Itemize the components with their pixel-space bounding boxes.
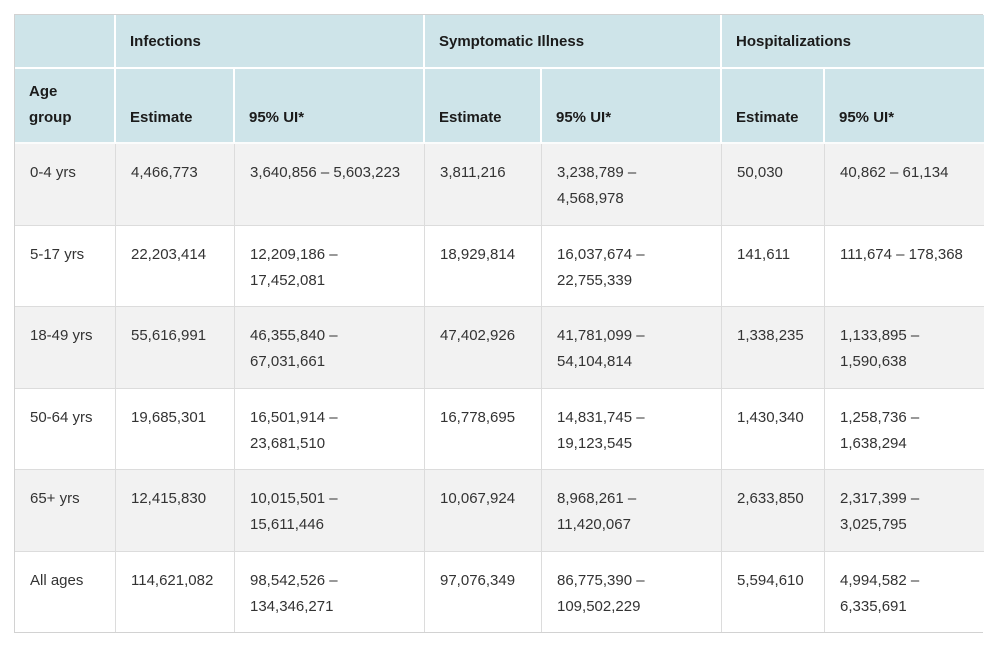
hospitalizations-ui-cell: 1,258,736 – 1,638,294 — [825, 388, 985, 470]
symptomatic-ui-cell: 14,831,745 – 19,123,545 — [542, 388, 722, 470]
age-group-cell: 65+ yrs — [15, 470, 116, 552]
column-header-hospitalizations-ui: 95% UI* — [825, 69, 985, 144]
hospitalizations-estimate-cell: 1,338,235 — [722, 307, 825, 389]
hospitalizations-ui-cell: 4,994,582 – 6,335,691 — [825, 551, 985, 632]
infections-estimate-cell: 19,685,301 — [116, 388, 235, 470]
hospitalizations-estimate-cell: 1,430,340 — [722, 388, 825, 470]
column-group-header-row: Infections Symptomatic Illness Hospitali… — [15, 15, 985, 69]
symptomatic-ui-cell: 8,968,261 – 11,420,067 — [542, 470, 722, 552]
hospitalizations-estimate-cell: 2,633,850 — [722, 470, 825, 552]
hospitalizations-ui-cell: 111,674 – 178,368 — [825, 225, 985, 307]
column-header-hospitalizations-estimate: Estimate — [722, 69, 825, 144]
corner-cell — [15, 15, 116, 69]
hospitalizations-estimate-cell: 5,594,610 — [722, 551, 825, 632]
table-row-all-ages: All ages 114,621,082 98,542,526 – 134,34… — [15, 551, 985, 632]
column-group-symptomatic-illness: Symptomatic Illness — [425, 15, 722, 69]
flu-burden-table: Infections Symptomatic Illness Hospitali… — [14, 14, 985, 633]
table-row-50-64-yrs: 50-64 yrs 19,685,301 16,501,914 – 23,681… — [15, 388, 985, 470]
symptomatic-estimate-cell: 10,067,924 — [425, 470, 542, 552]
column-header-symptomatic-ui: 95% UI* — [542, 69, 722, 144]
column-header-infections-estimate: Estimate — [116, 69, 235, 144]
symptomatic-estimate-cell: 18,929,814 — [425, 225, 542, 307]
infections-estimate-cell: 4,466,773 — [116, 144, 235, 226]
column-header-infections-ui: 95% UI* — [235, 69, 425, 144]
table-row-18-49-yrs: 18-49 yrs 55,616,991 46,355,840 – 67,031… — [15, 307, 985, 389]
hospitalizations-ui-cell: 2,317,399 – 3,025,795 — [825, 470, 985, 552]
table-row-5-17-yrs: 5-17 yrs 22,203,414 12,209,186 – 17,452,… — [15, 225, 985, 307]
age-group-cell: All ages — [15, 551, 116, 632]
age-group-cell: 0-4 yrs — [15, 144, 116, 226]
infections-estimate-cell: 22,203,414 — [116, 225, 235, 307]
age-group-cell: 18-49 yrs — [15, 307, 116, 389]
symptomatic-estimate-cell: 3,811,216 — [425, 144, 542, 226]
infections-ui-cell: 3,640,856 – 5,603,223 — [235, 144, 425, 226]
symptomatic-estimate-cell: 47,402,926 — [425, 307, 542, 389]
age-group-cell: 50-64 yrs — [15, 388, 116, 470]
symptomatic-ui-cell: 16,037,674 – 22,755,339 — [542, 225, 722, 307]
column-header-row: Age group Estimate 95% UI* Estimate 95% … — [15, 69, 985, 144]
hospitalizations-ui-cell: 40,862 – 61,134 — [825, 144, 985, 226]
infections-estimate-cell: 12,415,830 — [116, 470, 235, 552]
infections-ui-cell: 12,209,186 – 17,452,081 — [235, 225, 425, 307]
age-group-cell: 5-17 yrs — [15, 225, 116, 307]
infections-ui-cell: 98,542,526 – 134,346,271 — [235, 551, 425, 632]
infections-estimate-cell: 55,616,991 — [116, 307, 235, 389]
table-row-65-plus-yrs: 65+ yrs 12,415,830 10,015,501 – 15,611,4… — [15, 470, 985, 552]
hospitalizations-ui-cell: 1,133,895 – 1,590,638 — [825, 307, 985, 389]
symptomatic-ui-cell: 86,775,390 – 109,502,229 — [542, 551, 722, 632]
table-row-0-4-yrs: 0-4 yrs 4,466,773 3,640,856 – 5,603,223 … — [15, 144, 985, 226]
symptomatic-estimate-cell: 97,076,349 — [425, 551, 542, 632]
symptomatic-ui-cell: 3,238,789 – 4,568,978 — [542, 144, 722, 226]
infections-ui-cell: 16,501,914 – 23,681,510 — [235, 388, 425, 470]
data-table: Infections Symptomatic Illness Hospitali… — [15, 15, 985, 632]
infections-estimate-cell: 114,621,082 — [116, 551, 235, 632]
column-group-hospitalizations: Hospitalizations — [722, 15, 985, 69]
hospitalizations-estimate-cell: 141,611 — [722, 225, 825, 307]
column-header-age-group: Age group — [15, 69, 116, 144]
column-header-symptomatic-estimate: Estimate — [425, 69, 542, 144]
symptomatic-estimate-cell: 16,778,695 — [425, 388, 542, 470]
infections-ui-cell: 10,015,501 – 15,611,446 — [235, 470, 425, 552]
infections-ui-cell: 46,355,840 – 67,031,661 — [235, 307, 425, 389]
hospitalizations-estimate-cell: 50,030 — [722, 144, 825, 226]
column-group-infections: Infections — [116, 15, 425, 69]
symptomatic-ui-cell: 41,781,099 – 54,104,814 — [542, 307, 722, 389]
